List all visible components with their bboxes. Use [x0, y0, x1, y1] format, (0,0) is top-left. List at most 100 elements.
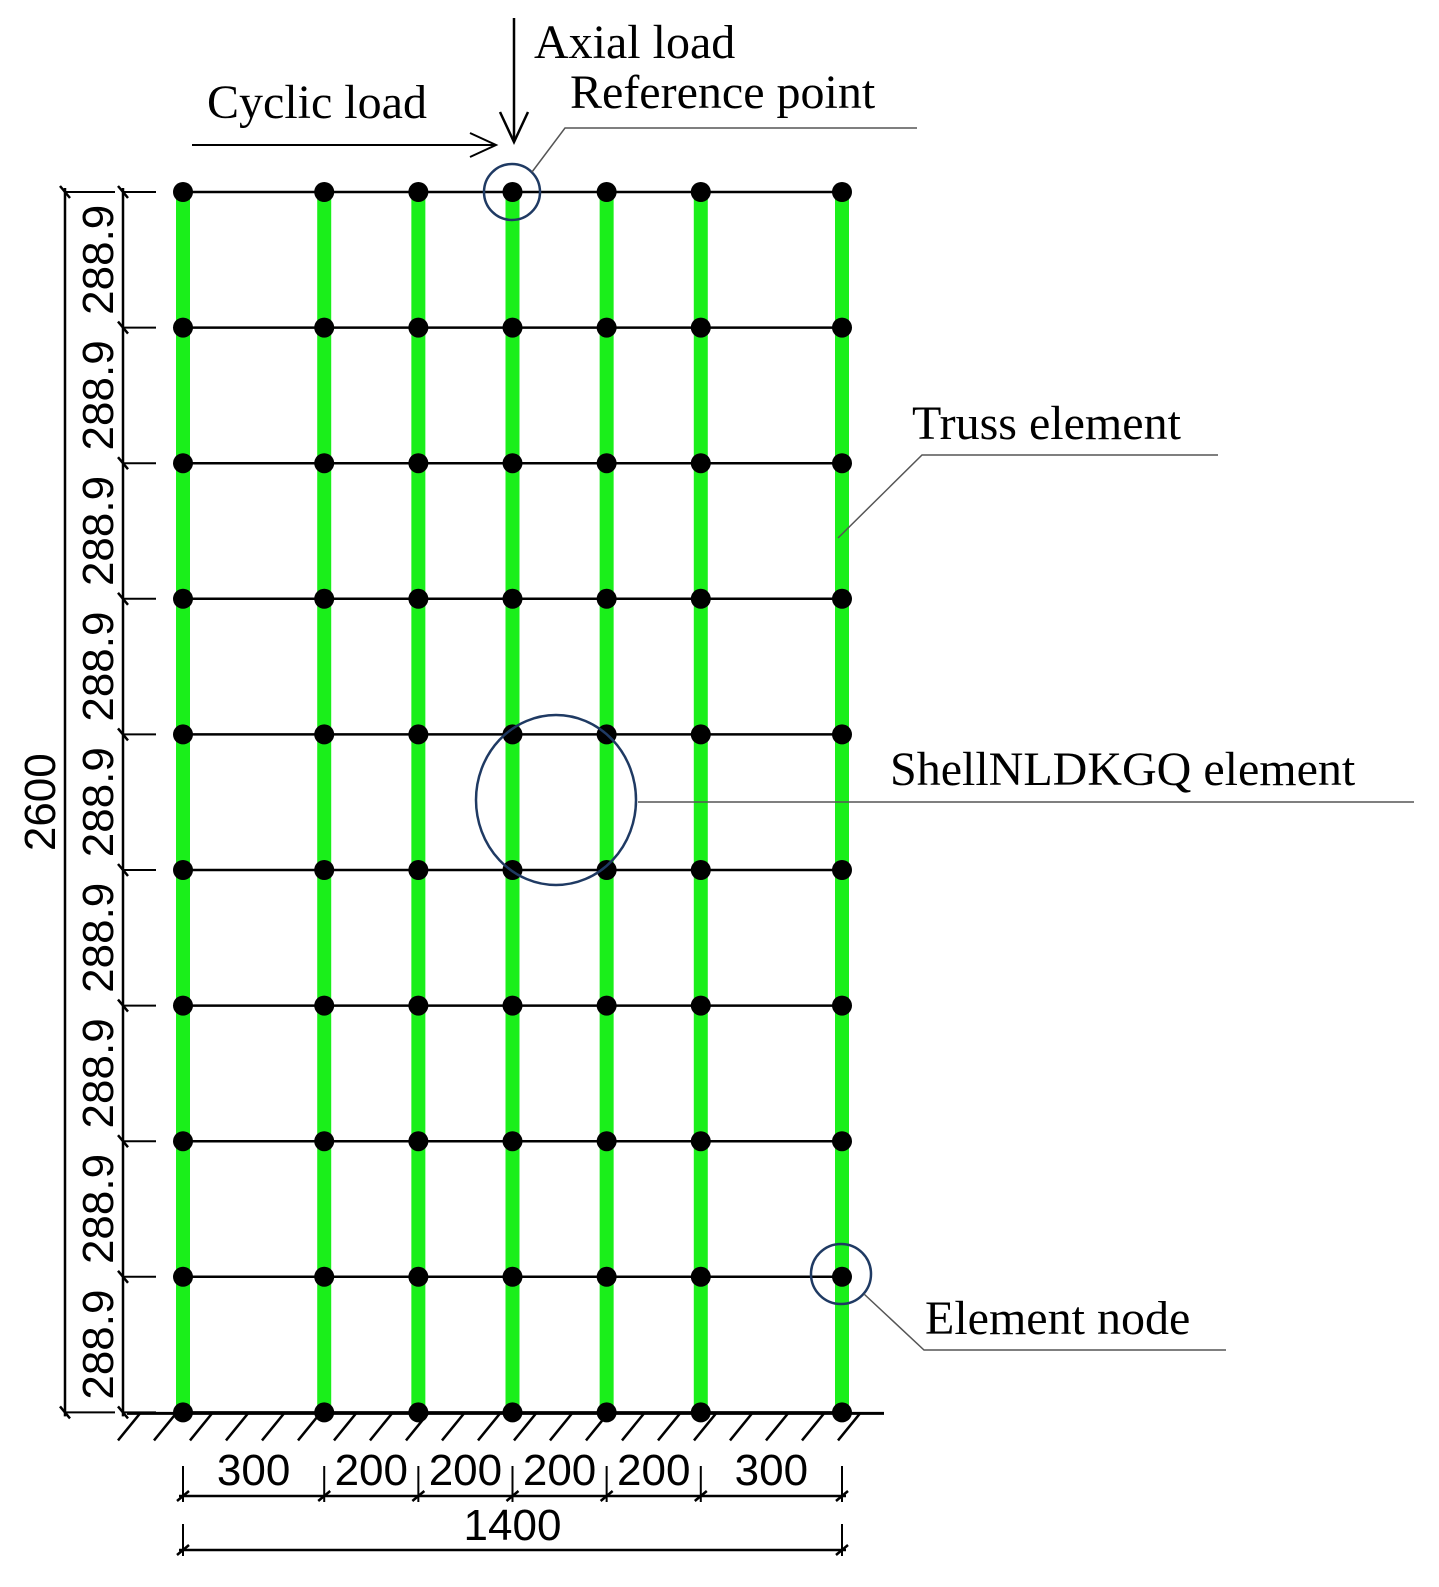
element-node-2-4	[596, 453, 617, 474]
hatch-mark-3	[225, 1412, 249, 1442]
horizontal-dimension-chain: 300 200 200 200 200 300 1400	[176, 1446, 849, 1556]
element-node-6-6	[832, 995, 852, 1016]
fixed-support-hatching	[117, 1411, 884, 1442]
element-node-5-0	[173, 860, 193, 880]
element-node-4-3	[502, 724, 523, 745]
element-node-4-2	[408, 724, 429, 745]
element-node-8-4	[596, 1266, 617, 1287]
hdim-tick-0	[176, 1490, 190, 1502]
reference-point-callout-circle	[482, 162, 542, 222]
vdim-tick-4	[117, 727, 129, 742]
vdim-tick-3	[117, 591, 129, 606]
element-node-1-6	[832, 317, 852, 338]
hatch-mark-8	[405, 1412, 429, 1442]
total-height-tick-1	[59, 1405, 71, 1420]
total-height-label: 2600	[16, 753, 65, 851]
axial-load-arrow	[498, 18, 530, 145]
axial-load-label: Axial load	[534, 16, 735, 69]
hdim-tick-1	[317, 1490, 332, 1502]
hdim-label-4: 200	[617, 1446, 690, 1495]
hatch-mark-18	[765, 1412, 789, 1442]
element-node-0-5	[690, 182, 711, 202]
vdim-tick-7	[117, 1134, 129, 1149]
hdim-tick-5	[693, 1490, 708, 1502]
element-node-1-5	[690, 317, 711, 338]
hdim-tick-6	[835, 1490, 849, 1502]
vdim-label-4: 288.9	[74, 747, 123, 857]
hatch-mark-17	[729, 1412, 753, 1442]
hatch-mark-2	[189, 1412, 213, 1442]
shell-element-callout-circle	[474, 713, 638, 887]
vdim-label-1: 288.9	[74, 340, 123, 450]
hatch-mark-6	[333, 1412, 357, 1442]
element-node-6-1	[314, 995, 335, 1016]
element-node-2-3	[502, 453, 523, 474]
hatch-mark-5	[297, 1412, 321, 1442]
vdim-label-2: 288.9	[74, 476, 123, 586]
element-node-7-3	[502, 1131, 523, 1152]
element-node-0-2	[408, 182, 429, 202]
hatch-mark-19	[801, 1412, 825, 1442]
element-node-1-4	[596, 317, 617, 338]
hatch-mark-1	[153, 1412, 177, 1442]
hatch-mark-10	[477, 1412, 501, 1442]
element-node-7-4	[596, 1131, 617, 1152]
element-node-2-2	[408, 453, 429, 474]
element-node-leader	[863, 1293, 1226, 1351]
element-node-2-0	[173, 453, 193, 474]
element-node-8-3	[502, 1266, 523, 1287]
element-node-8-1	[314, 1266, 335, 1287]
vdim-tick-8	[117, 1269, 129, 1284]
element-node-2-1	[314, 453, 335, 474]
hatch-mark-16	[693, 1412, 717, 1442]
hdim-label-5: 300	[735, 1446, 808, 1495]
truss-element-label: Truss element	[912, 397, 1182, 450]
vdim-tick-6	[117, 998, 129, 1013]
hatch-mark-4	[261, 1412, 285, 1442]
element-node-callout-circle	[809, 1242, 873, 1306]
element-node-8-0	[173, 1266, 193, 1287]
element-node-5-5	[690, 860, 711, 880]
element-node-3-1	[314, 588, 335, 609]
reference-point-leader	[531, 127, 917, 173]
total-width-label: 1400	[464, 1501, 562, 1550]
hdim-tick-2	[411, 1490, 426, 1502]
reference-point-label: Reference point	[570, 66, 876, 119]
element-node-3-5	[690, 588, 711, 609]
element-node-5-4	[596, 860, 617, 880]
hatch-mark-11	[513, 1412, 537, 1442]
hatch-mark-7	[369, 1412, 393, 1442]
hatch-mark-15	[657, 1412, 681, 1442]
vdim-label-3: 288.9	[74, 612, 123, 722]
cyclic-load-arrow	[192, 132, 499, 158]
element-node-5-1	[314, 860, 335, 880]
truss-element-leader	[837, 454, 1218, 539]
element-node-4-6	[832, 724, 852, 745]
hatch-mark-14	[621, 1412, 645, 1442]
hatch-mark-13	[585, 1412, 609, 1442]
total-width-tick-1	[835, 1544, 849, 1556]
element-node-0-6	[832, 182, 852, 202]
total-height-tick-0	[59, 185, 71, 199]
element-node-label: Element node	[925, 1292, 1190, 1345]
hatch-mark-12	[549, 1412, 573, 1442]
element-node-3-3	[502, 588, 523, 609]
hdim-tick-4	[599, 1490, 614, 1502]
element-node-4-1	[314, 724, 335, 745]
element-node-1-0	[173, 317, 193, 338]
element-node-6-4	[596, 995, 617, 1016]
element-node-6-3	[502, 995, 523, 1016]
element-node-5-6	[832, 860, 852, 880]
element-node-8-5	[690, 1266, 711, 1287]
hdim-label-0: 300	[217, 1446, 290, 1495]
element-node-3-2	[408, 588, 429, 609]
element-node-3-6	[832, 588, 852, 609]
element-node-2-6	[832, 453, 852, 474]
vdim-tick-2	[117, 456, 129, 471]
element-node-6-5	[690, 995, 711, 1016]
shell-element-label: ShellNLDKGQ element	[890, 743, 1356, 796]
element-node-0-0	[173, 182, 193, 202]
element-node-6-0	[173, 995, 193, 1016]
